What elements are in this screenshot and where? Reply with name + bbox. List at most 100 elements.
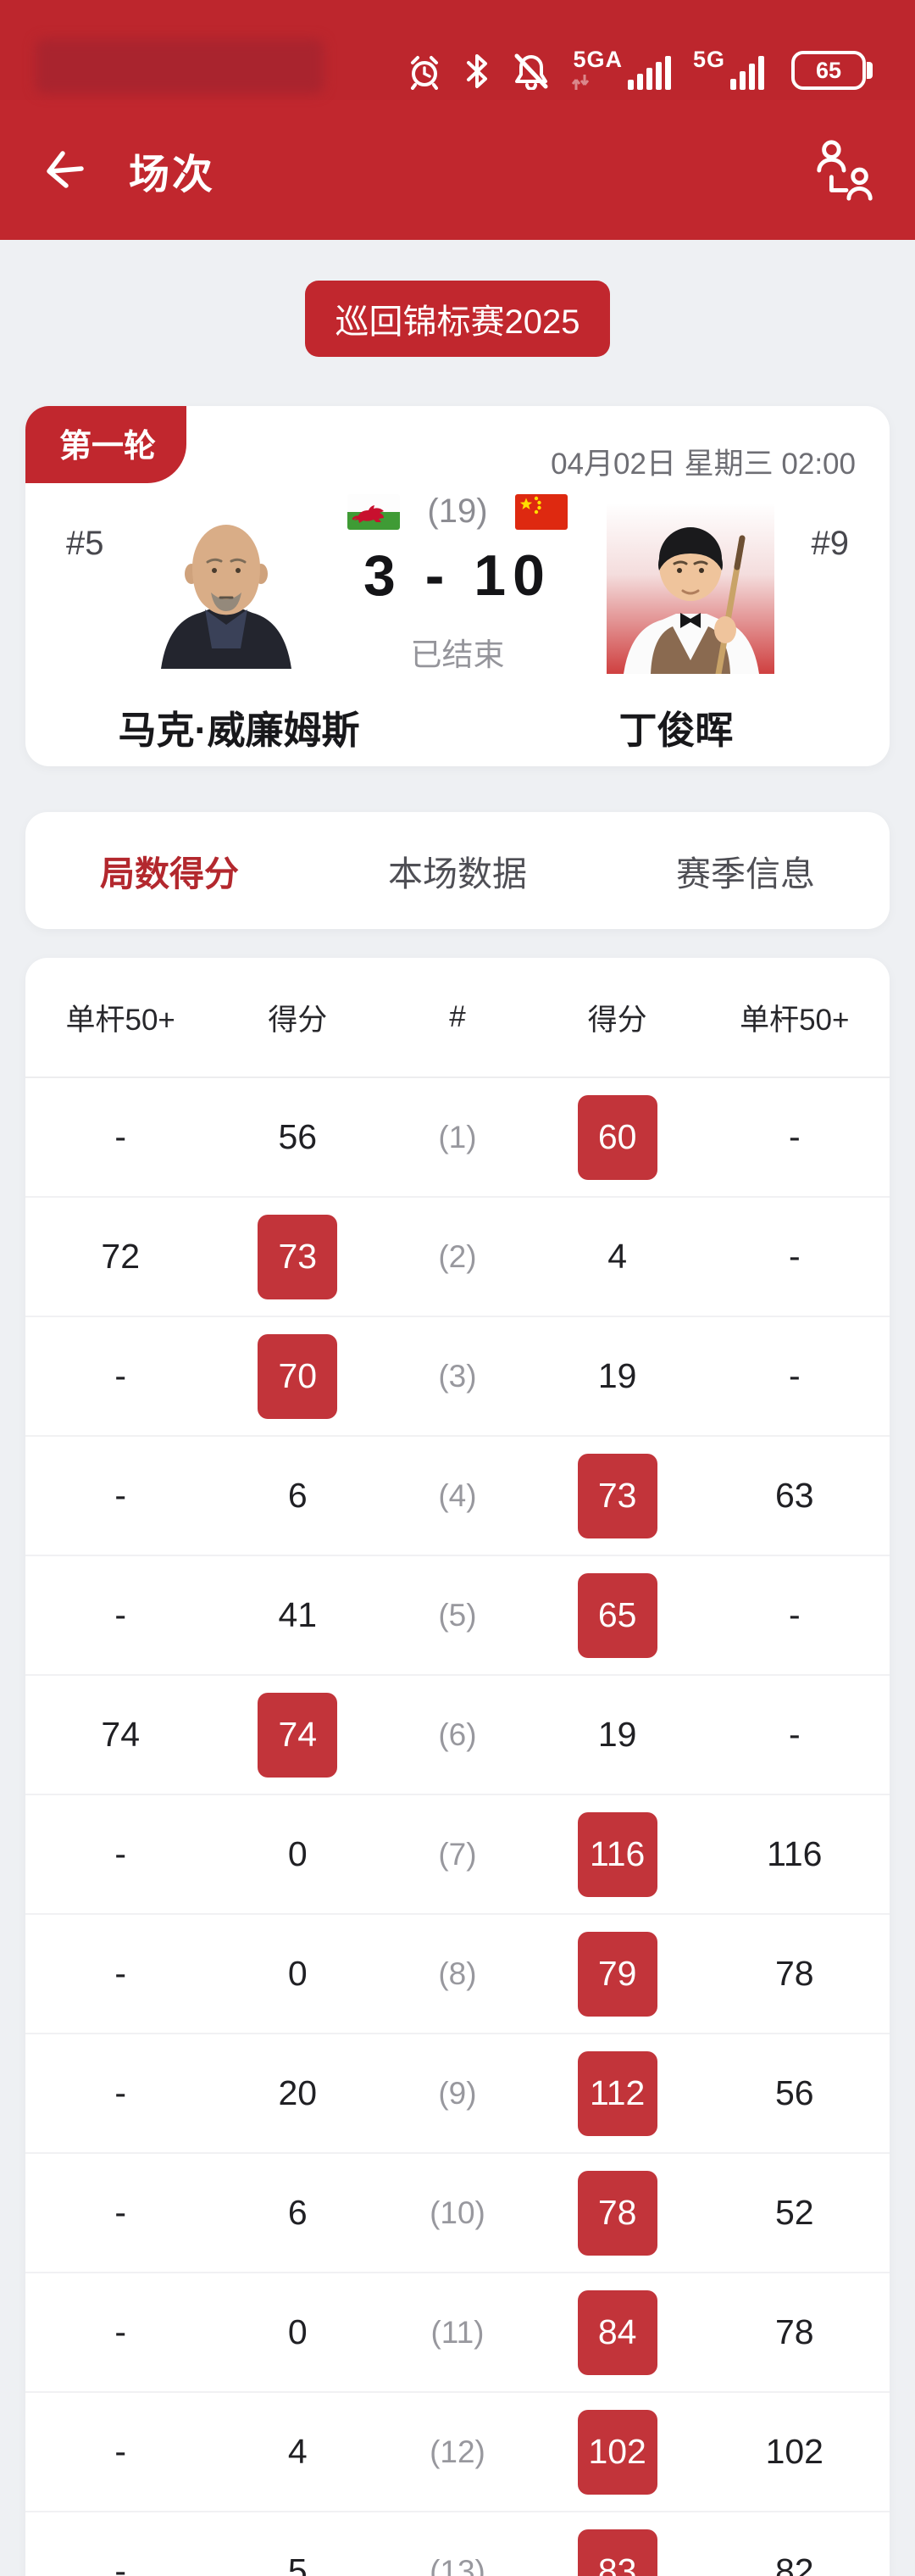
signal-bars-icon [730, 56, 764, 90]
p2-frame-score: 19 [597, 1356, 637, 1395]
data-activity-arrows [572, 75, 590, 90]
frame-row: - 20 (9) 112 56 [25, 2034, 890, 2154]
player1-seed: #5 [66, 525, 104, 562]
p1-frame-score: 20 [278, 2073, 318, 2112]
p1-frame-score: 70 [258, 1333, 338, 1419]
back-button[interactable] [37, 140, 98, 201]
frames-table: 单杆50+ 得分 # 得分 单杆50+ - 56 (1) 60 - 72 73 … [25, 958, 890, 2576]
p1-frame-score: 6 [287, 2193, 308, 2232]
frame-number: (1) [438, 1119, 477, 1154]
p1-frame-score: 73 [258, 1214, 338, 1299]
battery-level: 65 [815, 57, 842, 83]
p1-frame-score: 0 [287, 2312, 308, 2351]
network-type-label: 5GA [573, 47, 623, 72]
frame-number: (7) [438, 1836, 477, 1872]
p1-break-value: - [114, 2312, 127, 2351]
p1-break-value: - [114, 1954, 127, 1993]
frame-number: (13) [430, 2553, 485, 2576]
p1-frame-score: 0 [287, 1954, 308, 1993]
flags-row: (19) [297, 492, 618, 531]
status-icons: 5GA 5G 65 [407, 47, 873, 90]
p2-frame-score: 84 [577, 2289, 657, 2375]
frame-row: 74 74 (6) 19 - [25, 1676, 890, 1795]
head-to-head-button[interactable] [812, 137, 878, 203]
match-card[interactable]: 第一轮 04月02日 星期三 02:00 #5 #9 [25, 406, 890, 766]
signal-5ga: 5GA [572, 47, 671, 90]
col-header-frame-number: # [449, 1000, 466, 1033]
p2-break-value: 78 [774, 2312, 814, 2351]
frame-number: (12) [430, 2434, 485, 2469]
frames-table-body: - 56 (1) 60 - 72 73 (2) 4 - - 70 (3) 19 … [25, 1078, 890, 2576]
p2-break-value: 56 [774, 2073, 814, 2112]
score-block: (19) 3 - 10 已结束 [297, 492, 618, 675]
frame-row: - 0 (7) 116 116 [25, 1795, 890, 1915]
frame-number: (5) [438, 1597, 477, 1633]
tab-match-stats[interactable]: 本场数据 [371, 837, 544, 904]
tournament-badge[interactable]: 巡回锦标赛2025 [304, 281, 611, 357]
p1-frame-score: 6 [287, 1476, 308, 1515]
p2-break-value: 78 [774, 1954, 814, 1993]
frame-number: (8) [438, 1956, 477, 1991]
p1-break-value: - [114, 1117, 127, 1156]
frames-count: (19) [427, 492, 488, 530]
match-datetime: 04月02日 星期三 02:00 [551, 448, 856, 481]
p1-break-value: - [114, 1595, 127, 1634]
tab-season-info[interactable]: 赛季信息 [659, 837, 832, 904]
p2-break-value: 82 [774, 2551, 814, 2576]
frame-row: - 0 (11) 84 78 [25, 2273, 890, 2393]
p2-frame-score: 4 [607, 1237, 628, 1276]
p1-frame-score: 41 [278, 1595, 318, 1634]
p2-frame-score: 19 [597, 1715, 637, 1754]
frame-number: (9) [438, 2075, 477, 2111]
tabs-bar: 局数得分 本场数据 赛季信息 [25, 812, 890, 929]
carrier-smudge [36, 39, 324, 93]
p1-frame-score: 56 [278, 1117, 318, 1156]
alarm-clock-icon [411, 56, 439, 90]
network-type-label: 5G [692, 47, 725, 72]
tab-frame-scores[interactable]: 局数得分 [83, 837, 256, 904]
frame-number: (3) [438, 1358, 477, 1394]
player1-name: 马克·威廉姆斯 [118, 709, 360, 752]
frame-number: (4) [438, 1477, 477, 1513]
p2-frame-score: 116 [577, 1811, 657, 1897]
col-header-p2-breaks: 单杆50+ [740, 1003, 850, 1037]
p2-frame-score: 60 [577, 1094, 657, 1180]
p1-break-value: - [114, 2551, 127, 2576]
frame-row: - 4 (12) 102 102 [25, 2393, 890, 2512]
round-ribbon: 第一轮 [25, 406, 187, 483]
p2-break-value: 102 [765, 2432, 824, 2471]
frame-number: (2) [438, 1238, 477, 1274]
p2-break-value: - [788, 1117, 801, 1156]
p1-break-value: 72 [101, 1237, 140, 1276]
p1-break-value: - [114, 1476, 127, 1515]
p2-frame-score: 78 [577, 2170, 657, 2256]
p1-frame-score: 4 [287, 2432, 308, 2471]
match-status: 已结束 [410, 637, 505, 672]
frame-number: (10) [430, 2195, 485, 2230]
match-score: 3 - 10 [363, 543, 552, 608]
p2-frame-score: 112 [577, 2050, 657, 2136]
wales-flag-icon [347, 493, 401, 530]
p1-break-value: - [114, 2073, 127, 2112]
p2-frame-score: 73 [577, 1453, 657, 1538]
p1-break-value: 74 [101, 1715, 140, 1754]
p1-frame-score: 74 [258, 1692, 338, 1778]
frame-row: - 70 (3) 19 - [25, 1317, 890, 1437]
frame-row: - 6 (4) 73 63 [25, 1437, 890, 1556]
battery-nub [867, 62, 873, 79]
frame-number: (6) [438, 1716, 477, 1752]
p2-break-value: 116 [767, 1834, 823, 1873]
p1-frame-score: 0 [287, 1834, 308, 1873]
p1-break-value: - [114, 1834, 127, 1873]
p1-break-value: - [114, 2193, 127, 2232]
player1-photo [147, 503, 305, 669]
p2-break-value: - [788, 1715, 801, 1754]
p2-break-value: - [788, 1237, 801, 1276]
notifications-muted-icon [514, 53, 548, 90]
frame-row: - 41 (5) 65 - [25, 1556, 890, 1676]
col-header-p1-score: 得分 [268, 1003, 328, 1037]
signal-bars-icon [627, 56, 671, 90]
bluetooth-icon [467, 54, 488, 88]
page-content: 巡回锦标赛2025 第一轮 04月02日 星期三 02:00 #5 #9 [0, 240, 915, 2576]
